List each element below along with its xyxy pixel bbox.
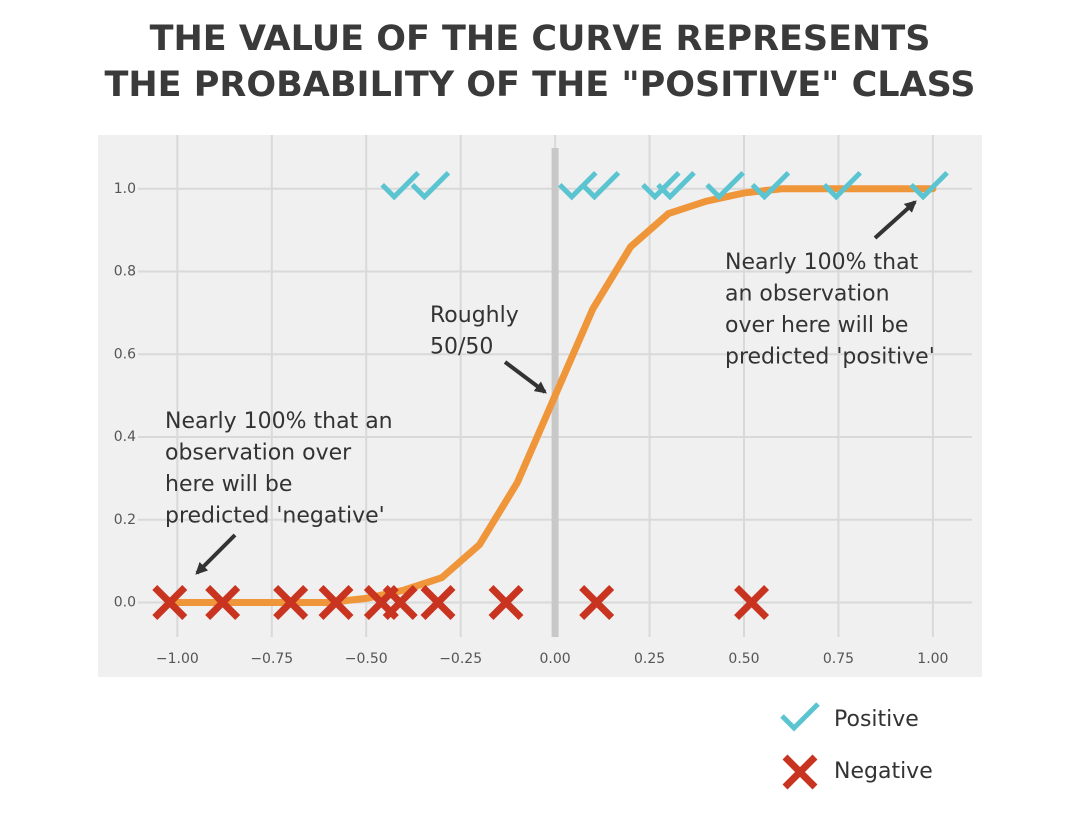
- x-tick-label: −0.75: [250, 651, 293, 667]
- chart-title: THE VALUE OF THE CURVE REPRESENTS: [150, 19, 931, 59]
- check-marker: [750, 171, 791, 201]
- x-marker: [579, 585, 615, 621]
- check-marker: [822, 171, 862, 201]
- check-marker: [705, 171, 745, 201]
- x-tick-label: 1.00: [917, 651, 948, 667]
- annotation: over here will be: [725, 313, 908, 338]
- check-marker: [641, 171, 681, 201]
- legend-label: Positive: [834, 707, 919, 732]
- annotation: observation over: [165, 441, 352, 466]
- x-marker: [488, 585, 524, 621]
- x-marker: [205, 585, 241, 621]
- check-marker: [380, 171, 420, 201]
- annotation: Nearly 100% that: [725, 250, 919, 275]
- check-marker: [909, 171, 949, 201]
- x-tick-label: 0.25: [634, 651, 665, 667]
- plot-area: [98, 135, 982, 677]
- annotation: here will be: [165, 472, 292, 497]
- annotation: 50/50: [430, 335, 493, 360]
- x-marker: [318, 585, 354, 621]
- legend-label: Negative: [834, 759, 933, 784]
- y-tick-label: 0.2: [114, 512, 136, 528]
- annotation: an observation: [725, 282, 890, 307]
- y-tick-label: 0.0: [114, 595, 136, 611]
- x-marker: [273, 585, 309, 621]
- annotation-arrow: [503, 360, 547, 394]
- x-tick-label: 0.50: [728, 651, 759, 667]
- x-tick-label: 0.75: [823, 651, 854, 667]
- annotation: predicted 'negative': [165, 504, 385, 529]
- annotation-arrow: [195, 533, 237, 575]
- x-tick-label: −0.50: [345, 651, 388, 667]
- y-tick-label: 0.4: [114, 429, 136, 445]
- x-tick-label: 0.00: [540, 651, 571, 667]
- y-tick-label: 0.8: [114, 264, 136, 280]
- x-marker: [382, 585, 418, 621]
- annotation: predicted 'positive': [725, 345, 935, 370]
- x-marker: [420, 585, 456, 621]
- check-marker: [580, 171, 621, 201]
- y-tick-label: 1.0: [114, 181, 136, 197]
- annotation: Roughly: [430, 303, 519, 328]
- check-marker: [656, 171, 696, 201]
- check-marker: [558, 171, 598, 201]
- legend-symbol: [780, 702, 820, 732]
- check-marker: [410, 171, 451, 201]
- x-marker: [152, 585, 188, 621]
- chart-title: THE PROBABILITY OF THE "POSITIVE" CLASS: [104, 65, 975, 105]
- annotation: Nearly 100% that an: [165, 409, 393, 434]
- y-tick-label: 0.6: [114, 346, 136, 362]
- legend-symbol: [782, 754, 818, 790]
- x-tick-label: −0.25: [439, 651, 482, 667]
- curve: [173, 185, 937, 607]
- annotation-arrow: [873, 200, 917, 240]
- x-tick-label: −1.00: [156, 651, 199, 667]
- x-marker: [734, 585, 770, 621]
